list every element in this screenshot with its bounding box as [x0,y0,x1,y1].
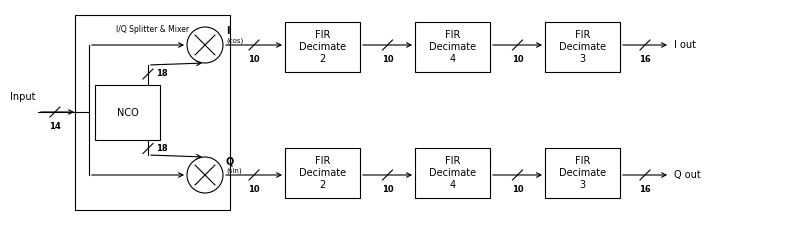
Text: Q out: Q out [674,170,701,180]
Bar [95,85,160,140]
Text: FIR
Decimate
2: FIR Decimate 2 [299,156,346,190]
Text: 16: 16 [639,185,651,194]
Text: FIR
Decimate
3: FIR Decimate 3 [559,156,606,190]
Text: FIR
Decimate
4: FIR Decimate 4 [429,156,476,190]
Bar [415,22,490,72]
Text: FIR
Decimate
3: FIR Decimate 3 [559,30,606,64]
Bar [75,15,230,210]
Text: 10: 10 [248,185,260,194]
Text: 10: 10 [382,185,394,194]
Bar [545,148,620,198]
Text: Q: Q [226,156,234,166]
Bar [415,148,490,198]
Bar [285,148,360,198]
Text: FIR
Decimate
2: FIR Decimate 2 [299,30,346,64]
Text: I out: I out [674,40,696,50]
Bar [285,22,360,72]
Bar [545,22,620,72]
Text: (cos): (cos) [226,38,243,44]
Text: I/Q Splitter & Mixer: I/Q Splitter & Mixer [116,25,189,34]
Text: 10: 10 [248,55,260,64]
Text: Input: Input [10,92,35,102]
Text: 10: 10 [512,185,523,194]
Text: (sin): (sin) [226,168,242,174]
Text: I: I [226,26,230,36]
Text: FIR
Decimate
4: FIR Decimate 4 [429,30,476,64]
Text: 10: 10 [512,55,523,64]
Text: 10: 10 [382,55,394,64]
Text: NCO: NCO [117,108,138,117]
Text: 18: 18 [156,70,168,79]
Text: 18: 18 [156,144,168,153]
Text: 16: 16 [639,55,651,64]
Text: 14: 14 [49,122,61,131]
